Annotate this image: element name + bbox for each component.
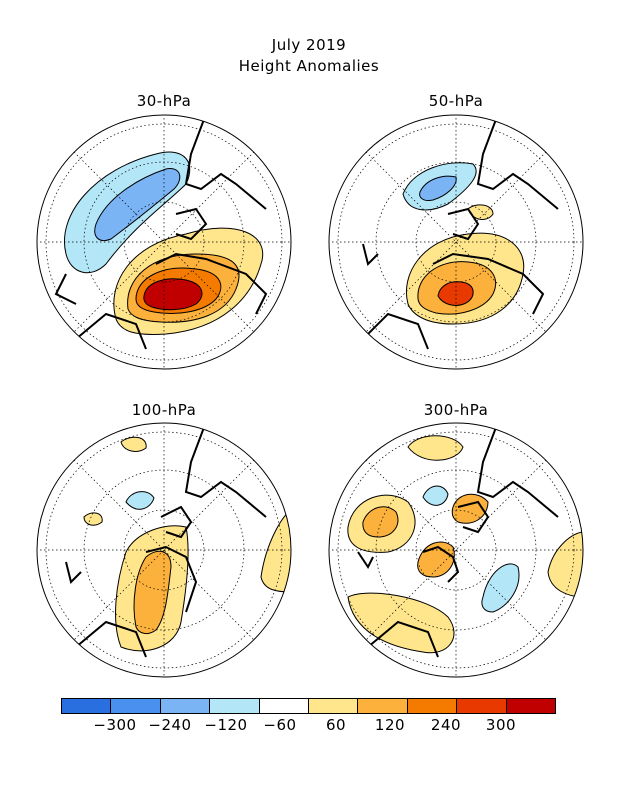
colorbar-segment [210, 699, 260, 713]
map-panel-30hpa [36, 114, 292, 370]
colorbar-segment [259, 699, 310, 713]
panel-label-30hpa: 30-hPa [136, 92, 192, 110]
colorbar-tick-label: 60 [325, 716, 347, 734]
colorbar-tick-label: −120 [204, 716, 248, 734]
figure-title-variable: Height Anomalies [238, 57, 380, 75]
negative-anomaly-core [419, 175, 457, 201]
colorbar-tick-label: −300 [93, 716, 137, 734]
negative-anomaly-region [422, 485, 449, 506]
graticule [329, 115, 583, 369]
colorbar-segment [62, 699, 112, 713]
colorbar-tick-label: −60 [263, 716, 297, 734]
negative-anomaly-region [125, 491, 155, 510]
colorbar-segment [111, 699, 161, 713]
figure-title-month: July 2019 [271, 36, 347, 54]
colorbar-tick-label: 240 [430, 716, 462, 734]
graticule [37, 423, 291, 677]
coastlines [54, 115, 268, 350]
coastlines [357, 423, 559, 658]
colorbar-segment [506, 699, 556, 713]
coastlines [65, 423, 267, 658]
negative-anomaly-core [94, 168, 181, 241]
panel-label-100hpa: 100-hPa [131, 401, 197, 419]
map-panel-300hpa [328, 422, 584, 678]
map-panel-100hpa [36, 422, 292, 678]
positive-anomaly-small [120, 436, 147, 452]
colorbar [61, 698, 556, 714]
graticule [37, 115, 291, 369]
graticule [329, 423, 583, 677]
positive-anomaly-region [407, 435, 464, 461]
panel-label-300hpa: 300-hPa [423, 401, 489, 419]
colorbar-segment [407, 699, 458, 713]
positive-anomaly-core [143, 278, 203, 311]
positive-anomaly-edge [547, 531, 583, 598]
colorbar-segment [309, 699, 359, 713]
panel-label-50hpa: 50-hPa [428, 92, 484, 110]
colorbar-segment [358, 699, 408, 713]
coastlines [362, 115, 559, 350]
colorbar-segment [160, 699, 211, 713]
positive-anomaly-ring-120 [451, 493, 489, 524]
positive-anomaly-edge [260, 509, 291, 593]
colorbar-segment [457, 699, 507, 713]
positive-anomaly-ring-120 [362, 506, 399, 538]
colorbar-tick-label: −240 [148, 716, 192, 734]
colorbar-tick-label: 300 [485, 716, 517, 734]
colorbar-tick-label: 120 [374, 716, 406, 734]
negative-anomaly-region [481, 563, 520, 613]
map-panel-50hpa [328, 114, 584, 370]
positive-anomaly-core [437, 281, 474, 306]
positive-anomaly-small [83, 512, 103, 526]
